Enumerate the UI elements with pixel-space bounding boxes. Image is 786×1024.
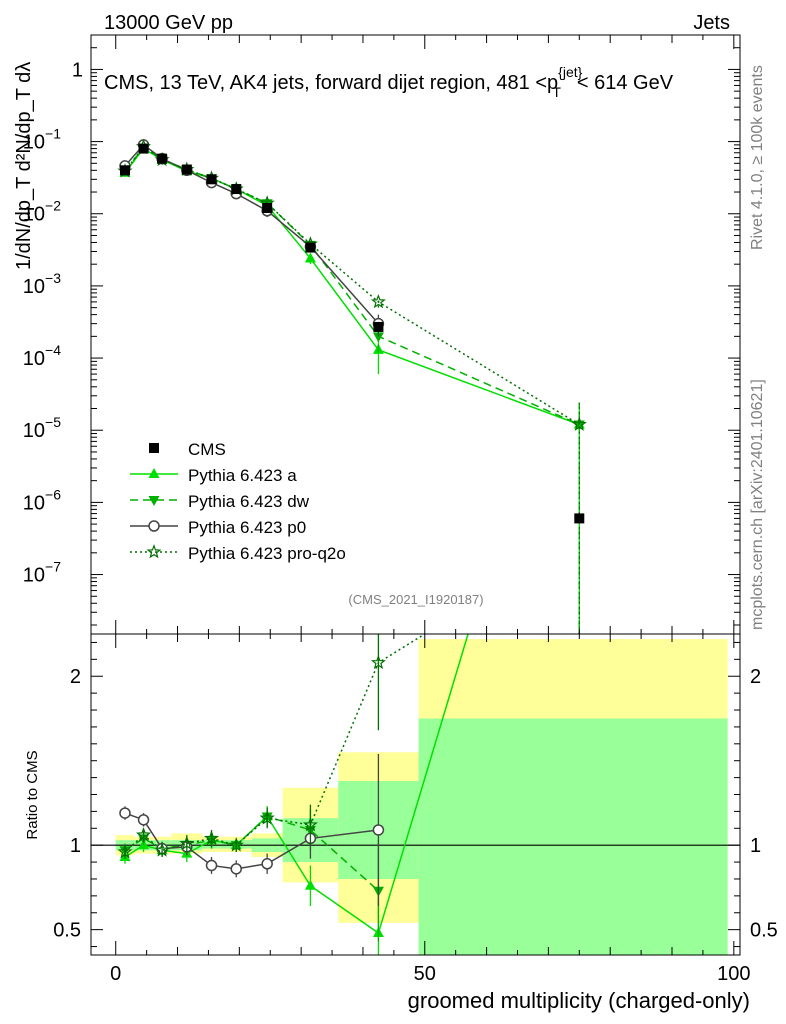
ratio-point (304, 879, 316, 890)
x-axis-label: groomed multiplicity (charged-only) (408, 988, 750, 1013)
series-line (124, 145, 580, 426)
ratio-series-pythia-6.423-pro-q2o (117, 634, 426, 859)
x-tick-label: 0 (110, 963, 121, 985)
legend-entry: Pythia 6.423 a (130, 466, 297, 485)
header-left: 13000 GeV pp (104, 12, 233, 34)
ratio-point (205, 859, 218, 872)
ratio-frame (90, 633, 741, 956)
legend-label: Pythia 6.423 p0 (188, 518, 306, 537)
mcplots-label: mcplots.cern.ch [arXiv:2401.10621] (749, 379, 766, 630)
data-point (571, 416, 587, 431)
ratio-series-pythia-6.423-p0 (119, 753, 385, 907)
main-y-tick-label: 10−1 (23, 126, 61, 154)
legend-label: CMS (188, 440, 226, 459)
legend-entry: CMS (149, 440, 226, 459)
data-point (206, 174, 217, 185)
ratio-point (135, 827, 151, 842)
main-y-tick-label: 10−4 (23, 342, 61, 370)
ratio-point (154, 842, 170, 857)
ratio-point (370, 654, 386, 670)
legend-entry: Pythia 6.423 p0 (130, 518, 306, 537)
main-y-label-text: 1/dN/dp_T d²N/dp_T dλ (13, 62, 35, 270)
ratio-point (117, 843, 133, 859)
ratio-point (228, 837, 244, 852)
data-point (373, 321, 384, 332)
ratio-y-tick-label-right: 0.5 (750, 920, 778, 942)
series-pythia-6.423-pro-q2o (117, 138, 587, 634)
ratio-point (203, 830, 220, 845)
ratio-point (259, 810, 275, 825)
series-pythia-6.423-a (119, 142, 585, 634)
ratio-y-label: Ratio to CMS (24, 750, 41, 839)
main-y-tick-label: 10−2 (23, 198, 61, 226)
ratio-point (261, 858, 273, 870)
ratio-y-tick-label: 2 (70, 666, 81, 688)
legend-marker (148, 468, 160, 478)
legend: CMS Pythia 6.423 a Pythia 6.423 dw Pythia 6… (130, 440, 346, 563)
data-point (372, 332, 384, 343)
series-line (124, 143, 379, 325)
series-pythia-6.423-dw (119, 143, 585, 634)
ratio-point (372, 824, 385, 836)
ratio-band-green (418, 718, 728, 955)
ratio-point (230, 863, 243, 875)
legend-marker (148, 496, 160, 506)
data-point (157, 153, 168, 164)
legend-marker (149, 443, 159, 453)
data-point (370, 293, 386, 309)
data-point (304, 252, 316, 263)
data-point (231, 184, 242, 195)
ratio-y-tick-label-right: 1 (750, 835, 761, 857)
main-title: CMS, 13 TeV, AK4 jets, forward dijet reg… (104, 64, 674, 100)
x-tick-label: 100 (717, 963, 750, 985)
series-pythia-6.423-p0 (119, 139, 385, 337)
legend-marker (146, 544, 162, 559)
data-point (305, 242, 316, 253)
analysis-label: (CMS_2021_I1920187) (348, 592, 483, 607)
ratio-point (119, 807, 131, 819)
ratio-point (179, 835, 195, 850)
main-y-label: 1/dN/dp_T d²N/dp_T dλ (13, 62, 35, 270)
ratio-y-tick-label: 0.5 (53, 920, 81, 942)
main-y-tick-label: 1 (72, 59, 83, 81)
data-point (181, 164, 192, 175)
legend-label: Pythia 6.423 pro-q2o (188, 544, 346, 563)
series-cms (119, 143, 585, 524)
data-point (262, 203, 273, 214)
data-point (119, 165, 130, 176)
main-panel: 1 10−1 10−2 10−3 10−4 10−5 10−6 10−7 CMS, 13 Te… (13, 34, 741, 635)
x-tick-label: 50 (414, 963, 436, 985)
legend-label: Pythia 6.423 dw (188, 492, 310, 511)
legend-entry: Pythia 6.423 dw (130, 492, 310, 511)
ratio-point (137, 814, 150, 826)
ratio-point (302, 817, 318, 832)
ratio-y-tick-label: 1 (70, 835, 81, 857)
legend-entry: Pythia 6.423 pro-q2o (130, 544, 346, 563)
data-point (574, 513, 585, 524)
data-point (138, 143, 149, 154)
ratio-y-tick-label-right: 2 (750, 666, 761, 688)
rivet-version-label: Rivet 4.1.0, ≥ 100k events (749, 65, 766, 250)
legend-marker (148, 520, 160, 532)
main-y-tick-label: 10−5 (23, 414, 61, 442)
legend-label: Pythia 6.423 a (188, 466, 297, 485)
series-line (124, 146, 580, 426)
main-y-tick-label: 10−7 (23, 559, 61, 587)
header-right: Jets (693, 12, 730, 34)
main-y-tick-label: 10−6 (23, 486, 61, 514)
main-y-tick-label: 10−3 (23, 270, 61, 298)
